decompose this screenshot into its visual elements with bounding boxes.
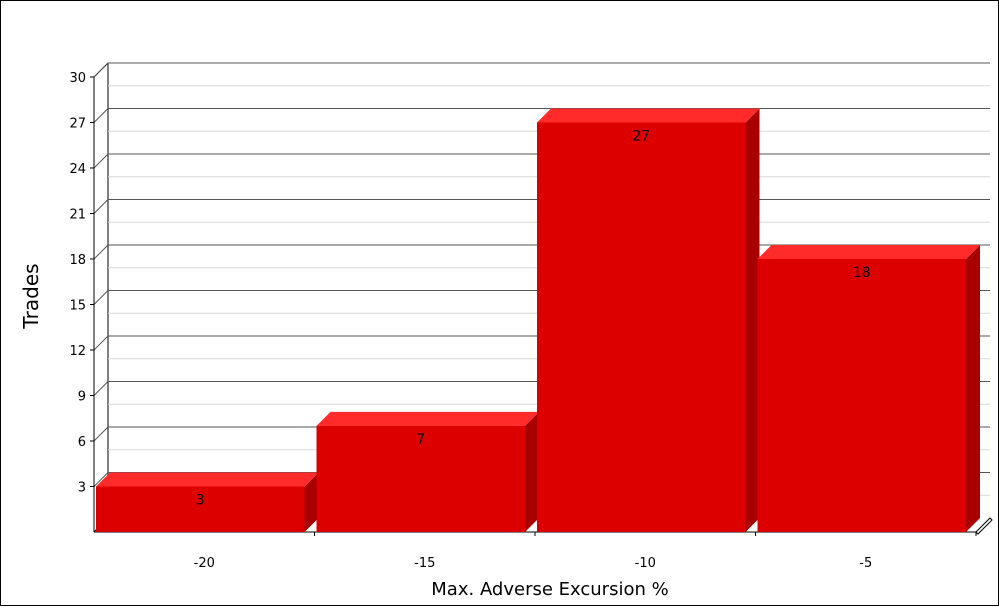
gridline-depth (93, 108, 109, 123)
gridline-depth (93, 153, 109, 169)
bar (537, 122, 746, 532)
gridline-depth (93, 335, 109, 351)
y-tick-label: 21 (69, 208, 86, 223)
y-axis-title: Trades (19, 263, 43, 329)
x-tick-label: -15 (414, 556, 435, 571)
gridline-depth (93, 426, 109, 442)
gridline-depth (93, 381, 109, 396)
bar-top (96, 472, 319, 487)
y-tick-label: 24 (69, 162, 86, 177)
bar-side (745, 108, 760, 532)
y-tick-label: 15 (69, 299, 86, 314)
y-tick-label: 27 (69, 117, 86, 132)
y-tick-label: 30 (69, 71, 86, 86)
bar-value-label: 7 (416, 432, 425, 448)
bar-value-label: 27 (632, 129, 650, 145)
gridline-depth (93, 244, 109, 260)
y-tick-label: 9 (78, 390, 86, 405)
bar (96, 486, 305, 532)
x-tick-label: -10 (635, 556, 656, 571)
x-tick-label: -20 (194, 556, 215, 571)
bar (316, 425, 525, 532)
floor-edge (975, 517, 993, 535)
bar-value-label: 18 (853, 265, 871, 281)
bar-top (537, 108, 760, 123)
bar (757, 259, 966, 532)
gridline-depth (93, 472, 109, 487)
x-axis-title: Max. Adverse Excursion % (431, 579, 668, 600)
bar-top (316, 411, 539, 426)
bar-side (966, 245, 980, 532)
bar-side (525, 411, 539, 532)
y-tick-label: 3 (78, 481, 86, 496)
y-tick-label: 18 (69, 253, 86, 268)
bar-side (304, 472, 319, 532)
y-tick-label: 6 (78, 435, 86, 450)
gridline-depth (93, 62, 109, 78)
gridline-depth (93, 290, 109, 305)
labels: 3 6 9 12 15 18 21 24 27 30 3 -20 7 -15 27 -10 18 -5 (69, 71, 872, 571)
bar-value-label: 3 (196, 493, 205, 509)
x-tick-label: -5 (859, 556, 872, 571)
y-tick-label: 12 (69, 344, 86, 359)
bar-top (757, 245, 980, 259)
bars (96, 108, 980, 532)
gridline-depth (93, 199, 109, 214)
